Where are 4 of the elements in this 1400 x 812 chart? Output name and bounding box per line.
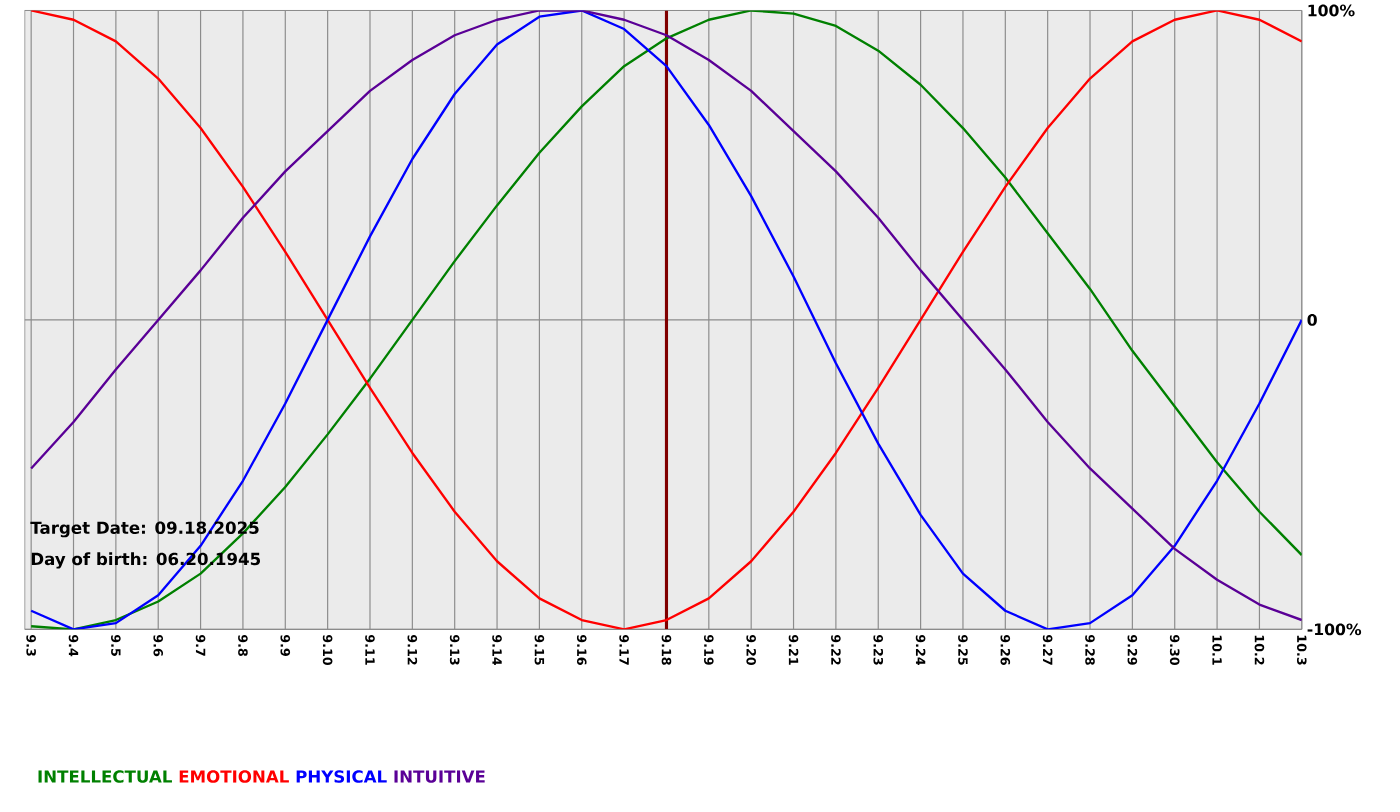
text: INTUITIVE (394, 770, 485, 783)
text: INTELLECTUAL (38, 770, 172, 783)
text: EMOTIONAL (179, 770, 289, 783)
text: PHYSICAL (296, 770, 387, 783)
